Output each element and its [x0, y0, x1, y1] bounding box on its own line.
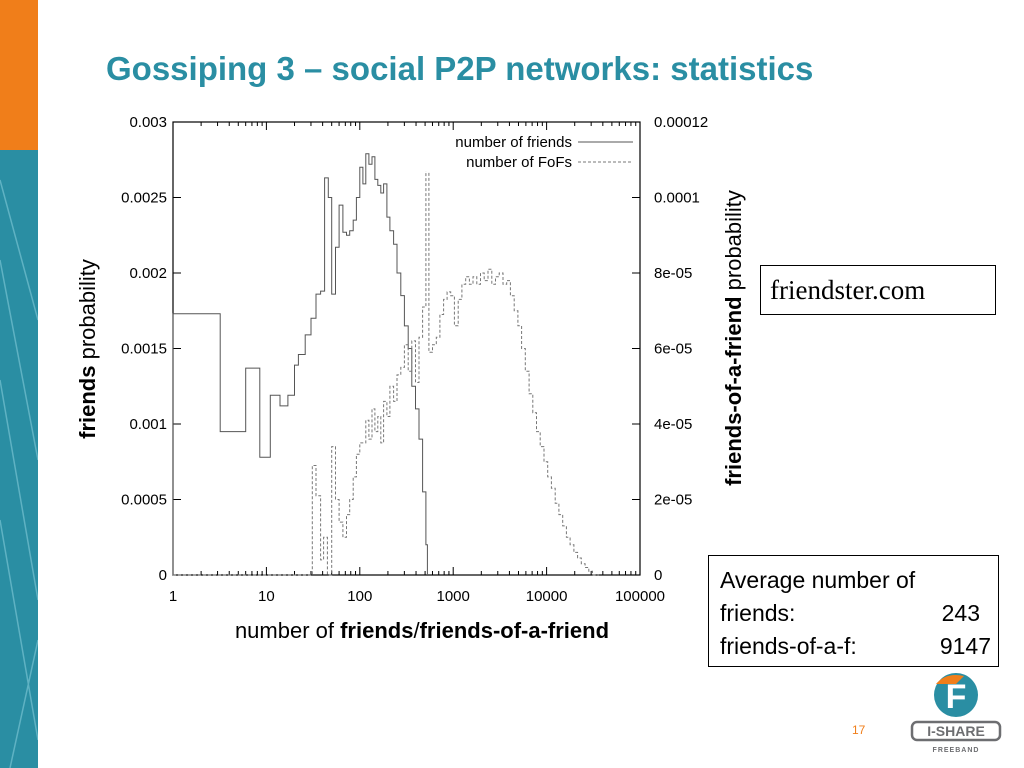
- y-left-tick-labels: 0 0.0005 0.001 0.0015 0.002 0.0025 0.003: [121, 114, 167, 584]
- y-axis-right-label-rest: probability: [721, 190, 746, 296]
- x-axis-label: number of friends/friends-of-a-friend: [235, 618, 609, 643]
- y-left-tick-label: 0.001: [129, 416, 167, 433]
- y-left-tick-label: 0: [159, 567, 167, 584]
- y-axis-right-label: friends-of-a-friend probability: [721, 190, 746, 486]
- average-value: 243: [941, 600, 980, 626]
- x-axis-label-sep: /: [413, 618, 420, 643]
- average-stats-box: Average number of friends: 243 friends-o…: [708, 555, 999, 667]
- legend-label-friends: number of friends: [455, 134, 572, 151]
- y-left-tick-label: 0.0015: [121, 341, 167, 358]
- average-label: friends:: [720, 600, 796, 626]
- orange-accent-strip: [0, 0, 38, 150]
- y-right-tick-label: 2e-05: [654, 492, 692, 509]
- y-left-tick-label: 0.002: [129, 265, 167, 282]
- logo-sub: FREEBAND: [933, 747, 980, 754]
- y-left-tick-label: 0.0005: [121, 492, 167, 509]
- x-tick-label: 10000: [526, 588, 568, 605]
- left-decorative-bar: [0, 0, 38, 768]
- y-axis-left-label-rest: probability: [75, 259, 100, 365]
- x-axis-label-bold-2: friends-of-a-friend: [420, 618, 609, 643]
- series-line-fofs: [173, 155, 599, 576]
- y-axis-right-label-bold: friends-of-a-friend: [721, 296, 746, 485]
- y-right-tick-label: 8e-05: [654, 265, 692, 282]
- x-tick-label: 100: [347, 588, 372, 605]
- y-left-tick-label: 0.0025: [121, 190, 167, 207]
- x-axis-label-pre: number of: [235, 618, 340, 643]
- x-tick-label: 10: [258, 588, 275, 605]
- y-right-tick-labels: 0 2e-05 4e-05 6e-05 8e-05 0.0001 0.00012: [654, 114, 708, 584]
- y-axis-left-label-bold: friends: [75, 366, 100, 439]
- average-label: friends-of-a-f:: [720, 633, 857, 659]
- legend-label-fofs: number of FoFs: [466, 154, 572, 171]
- legend-background: [420, 131, 636, 171]
- y-axis-left-label: friends probability: [75, 259, 100, 439]
- x-tick-labels: 1 10 100 1000 10000 100000: [169, 588, 665, 605]
- x-tick-label: 100000: [615, 588, 665, 605]
- axis-ticks: [172, 121, 641, 576]
- average-value: 9147: [939, 633, 991, 659]
- x-tick-label: 1000: [437, 588, 470, 605]
- site-label-box: friendster.com: [760, 265, 996, 315]
- series-line-friends: [172, 153, 428, 575]
- average-heading: Average number of: [720, 567, 916, 593]
- y-right-tick-label: 0.0001: [654, 190, 700, 207]
- bar-pattern: [0, 179, 38, 768]
- slide-title: Gossiping 3 – social P2P networks: stati…: [106, 50, 814, 87]
- logo-letter: F: [946, 678, 967, 716]
- average-row-friends: friends: 243: [720, 597, 998, 630]
- y-left-tick-label: 0.003: [129, 114, 167, 131]
- logo-name-box: [910, 720, 1002, 742]
- logo-name: I-SHARE: [927, 723, 985, 739]
- x-axis-label-bold-1: friends: [340, 618, 413, 643]
- i-share-logo: F I-SHARE FREEBAND: [910, 673, 1002, 754]
- y-right-tick-label: 6e-05: [654, 341, 692, 358]
- y-right-tick-label: 0: [654, 567, 662, 584]
- logo-orange-swoosh: [936, 675, 964, 684]
- average-row-fofs: friends-of-a-f: 9147: [720, 630, 998, 663]
- plot-frame: [172, 121, 641, 576]
- y-right-tick-label: 4e-05: [654, 416, 692, 433]
- page-number: 17: [852, 723, 866, 737]
- y-right-tick-label: 0.00012: [654, 114, 708, 131]
- x-tick-label: 1: [169, 588, 177, 605]
